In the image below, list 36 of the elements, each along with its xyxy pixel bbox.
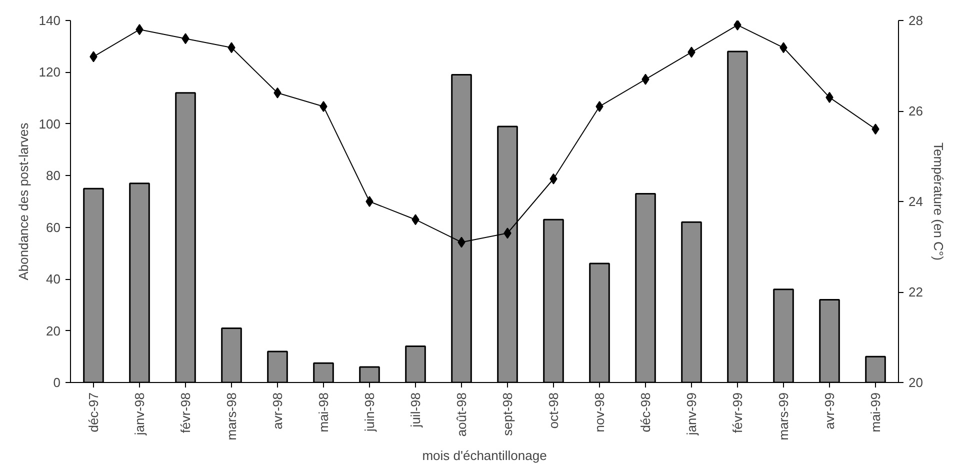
x-tick-label: janv-99 bbox=[684, 392, 699, 436]
y-tick-label: 140 bbox=[38, 13, 61, 28]
x-tick-label: janv-98 bbox=[132, 392, 147, 436]
x-tick-label: févr-99 bbox=[730, 392, 745, 433]
y2-tick-label: 28 bbox=[908, 13, 923, 28]
x-tick-label: nov-98 bbox=[592, 392, 607, 432]
y-axis-title: Abondance des post-larves bbox=[16, 122, 31, 280]
x-tick-label: avr-98 bbox=[270, 392, 285, 430]
y2-tick-label: 24 bbox=[908, 194, 923, 209]
x-axis-title: mois d'échantillonage bbox=[422, 448, 547, 464]
x-tick-label: oct-98 bbox=[546, 392, 561, 429]
x-tick-label: juin-98 bbox=[362, 392, 377, 433]
y2-tick-label: 20 bbox=[908, 375, 923, 390]
x-tick-label: mars-98 bbox=[224, 392, 239, 440]
y-tick-label: 60 bbox=[46, 220, 61, 235]
y2-tick-label: 26 bbox=[908, 104, 923, 118]
point bbox=[734, 20, 742, 31]
x-tick-label: sept-98 bbox=[500, 392, 515, 436]
y2-tick-label: 22 bbox=[908, 284, 923, 300]
x-tick-label: mai-99 bbox=[868, 392, 883, 432]
x-tick-label: août-98 bbox=[454, 392, 469, 437]
y2-axis-title: Température (en C°) bbox=[930, 142, 946, 260]
y-tick-label: 40 bbox=[46, 272, 61, 287]
y-tick-label: 20 bbox=[46, 323, 61, 338]
y-tick-label: 0 bbox=[53, 375, 61, 390]
x-tick-label: févr-98 bbox=[178, 392, 193, 433]
x-tick-label: juil-98 bbox=[408, 392, 423, 428]
x-tick-label: avr-99 bbox=[822, 392, 837, 430]
x-tick-label: déc-98 bbox=[638, 392, 653, 432]
x-tick-label: mai-98 bbox=[316, 392, 331, 432]
y-tick-label: 80 bbox=[46, 168, 61, 184]
x-tick-label: déc-97 bbox=[86, 392, 101, 432]
x-tick-label: mars-99 bbox=[776, 392, 791, 440]
y-tick-label: 100 bbox=[38, 116, 61, 132]
point bbox=[366, 196, 374, 207]
y-tick-label: 120 bbox=[38, 64, 61, 80]
